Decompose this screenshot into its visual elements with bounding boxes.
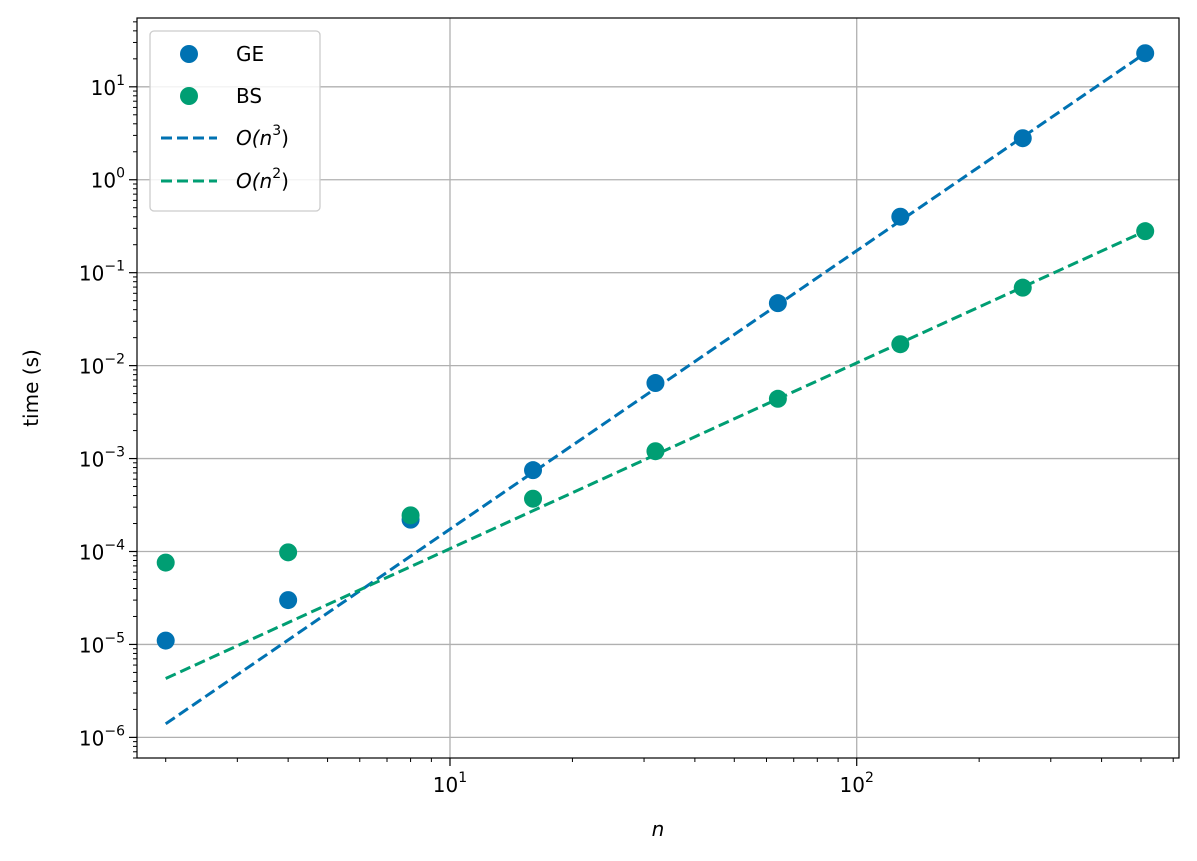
- data-point-BS: [1013, 278, 1032, 297]
- legend-marker: [180, 45, 198, 63]
- x-tick-label: 102: [840, 770, 874, 797]
- data-point-BS: [156, 553, 175, 572]
- data-point-GE: [1136, 44, 1155, 63]
- x-axis-label: n: [652, 817, 665, 841]
- plot-frame: [136, 17, 1180, 759]
- data-point-BS: [279, 543, 298, 562]
- y-tick-label: 10−6: [79, 723, 125, 750]
- ticks: 101 102 10−6 10−5 10−4 10−3 10−2 10−1 100 101: [79, 21, 1174, 797]
- y-tick-label: 101: [91, 73, 125, 100]
- legend-label: O(n3): [236, 123, 289, 150]
- data-point-BS: [524, 489, 543, 508]
- x-tick-label: 101: [433, 770, 467, 797]
- legend-label: O(n2): [236, 166, 289, 193]
- legend-box: [149, 30, 321, 212]
- y-tick-label: 10−3: [79, 445, 125, 472]
- y-tick-label: 10−4: [79, 538, 125, 565]
- data-point-GE: [768, 294, 787, 313]
- data-point-GE: [279, 591, 298, 610]
- data-point-GE: [524, 461, 543, 480]
- data-point-GE: [646, 374, 665, 393]
- y-tick-label: 10−5: [79, 630, 125, 657]
- legend-marker: [180, 87, 198, 105]
- legend: GE BS O(n3) O(n2): [149, 30, 321, 212]
- y-tick-label: 10−2: [79, 352, 125, 379]
- data-point-BS: [1136, 222, 1155, 241]
- legend-label: GE: [236, 42, 264, 66]
- data-point-GE: [156, 631, 175, 650]
- y-tick-label: 10−1: [79, 259, 125, 286]
- data-point-BS: [401, 506, 420, 525]
- data-point-BS: [768, 389, 787, 408]
- y-axis-label: time (s): [19, 349, 43, 427]
- data-point-GE: [1013, 129, 1032, 148]
- legend-label: BS: [236, 84, 262, 108]
- y-tick-label: 100: [91, 166, 125, 193]
- data-point-BS: [646, 442, 665, 461]
- data-point-GE: [891, 207, 910, 226]
- data-point-BS: [891, 335, 910, 354]
- plot-data: [156, 44, 1155, 726]
